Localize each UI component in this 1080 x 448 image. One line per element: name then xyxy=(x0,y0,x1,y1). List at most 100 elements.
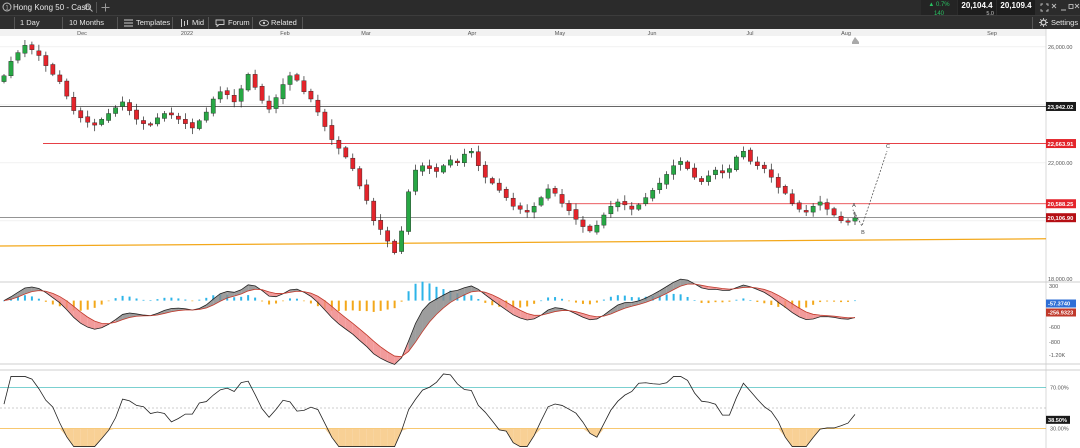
add-tab-icon[interactable] xyxy=(101,3,110,12)
candle-body xyxy=(176,115,181,120)
candle-body xyxy=(489,178,495,184)
candle-body xyxy=(78,110,84,119)
down-candle xyxy=(350,153,356,172)
candle-body xyxy=(810,206,816,213)
candle-body xyxy=(685,161,690,169)
macd-histogram-bar xyxy=(630,297,633,301)
candle-body xyxy=(671,165,677,175)
up-candle xyxy=(106,108,111,123)
down-candle xyxy=(503,186,509,201)
rsi-oversold-fill xyxy=(589,428,597,438)
macd-cloud-segment xyxy=(471,285,479,292)
support-resistance-lines[interactable] xyxy=(0,106,1047,247)
macd-signal-tag-bg xyxy=(1046,308,1076,317)
candle-body xyxy=(315,99,321,113)
macd-histogram-bar xyxy=(163,297,166,301)
up-candle xyxy=(706,170,711,186)
candle-body xyxy=(775,177,781,188)
rsi-oversold-fill xyxy=(352,428,360,447)
expand-icon[interactable] xyxy=(1040,3,1049,12)
arrows-icon[interactable] xyxy=(1051,3,1057,9)
mid-button[interactable]: Mid xyxy=(192,18,205,27)
rsi-oversold-fill xyxy=(345,428,353,447)
macd-histogram-bar xyxy=(574,300,577,303)
templates-button[interactable]: Templates xyxy=(136,18,171,27)
candle-body xyxy=(217,91,223,100)
range-button[interactable]: 10 Months xyxy=(69,18,105,27)
candle-body xyxy=(699,178,704,182)
macd-histogram-bar xyxy=(421,281,424,301)
macd-histogram-bar xyxy=(665,294,668,301)
candle-body xyxy=(594,224,600,233)
macd-histogram-bar xyxy=(72,300,75,311)
macd-cloud-segment xyxy=(813,314,821,320)
down-candle xyxy=(127,99,132,116)
candle-body xyxy=(134,109,139,120)
down-candle xyxy=(141,116,146,130)
sell-price-box[interactable]: 20,104.4 5.0 xyxy=(958,0,996,17)
down-candle xyxy=(29,41,35,55)
search-icon[interactable] xyxy=(84,3,93,12)
macd-axis-labels: 300 -57.3740 -256.9323 -600 -800 -1.20K xyxy=(1046,284,1076,359)
price-tick-label: 26,000.00 xyxy=(1048,45,1072,51)
rsi-oversold-fill xyxy=(94,428,102,447)
related-button[interactable]: Related xyxy=(271,18,297,27)
down-candle xyxy=(685,160,690,171)
candle-body xyxy=(162,113,167,119)
down-candle xyxy=(475,145,481,172)
divider xyxy=(252,17,253,29)
candle-body xyxy=(350,157,356,169)
macd-histogram-bar xyxy=(693,300,696,302)
candle-body xyxy=(329,125,335,140)
divider xyxy=(62,17,63,29)
macd-histogram-bar xyxy=(316,300,319,307)
candle-body xyxy=(113,107,118,114)
macd-cloud-segment xyxy=(548,307,556,314)
candlestick-series xyxy=(1,39,858,255)
candle-body xyxy=(587,225,593,232)
macd-cloud-segment xyxy=(764,289,772,297)
macd-histogram-bar xyxy=(568,300,571,302)
up-candle xyxy=(678,157,683,171)
candle-body xyxy=(503,188,509,198)
macd-cloud-segment xyxy=(10,292,18,300)
candle-body xyxy=(378,220,384,230)
interval-button[interactable]: 1 Day xyxy=(20,18,40,27)
rsi-oversold-fill xyxy=(527,428,535,447)
rsi-oversold-fill xyxy=(520,428,528,447)
candle-body xyxy=(678,161,683,165)
rsi-oversold-fill xyxy=(87,428,95,447)
macd-histogram-bar xyxy=(288,298,291,301)
macd-histogram-bar xyxy=(212,295,215,301)
macd-histogram-bar xyxy=(107,300,110,302)
down-candle xyxy=(692,163,697,180)
down-candle xyxy=(78,107,84,123)
maximize-icon[interactable] xyxy=(1068,4,1074,9)
rsi-tick-label: 70.00% xyxy=(1050,385,1069,391)
wave-projection[interactable]: A B C xyxy=(852,144,890,236)
change-box: ▲ 0.7% 140 xyxy=(921,0,957,17)
candle-body xyxy=(308,90,314,100)
forum-button[interactable]: Forum xyxy=(228,18,250,27)
rsi-tick-label: 30.00% xyxy=(1050,427,1069,433)
candle-body xyxy=(182,119,188,124)
up-candle xyxy=(538,195,544,207)
down-candle xyxy=(566,200,572,216)
candle-body xyxy=(99,119,105,125)
buy-price-box[interactable]: 20,109.4 xyxy=(997,0,1035,15)
settings-button[interactable]: Settings xyxy=(1051,18,1079,27)
close-icon[interactable] xyxy=(1074,3,1080,9)
macd-histogram-bar xyxy=(198,299,201,301)
down-candle xyxy=(559,189,565,208)
macd-histogram-bar xyxy=(100,300,103,305)
macd-cloud-segment xyxy=(436,295,444,315)
down-candle xyxy=(176,112,181,124)
down-candle xyxy=(71,91,77,115)
macd-histogram-bar xyxy=(798,300,801,309)
up-candle xyxy=(545,184,551,201)
macd-cloud-segment xyxy=(771,291,779,303)
chart-area[interactable]: Dec 2022 Feb Mar Apr May Jun Jul Aug Sep 26,000.0… xyxy=(0,29,1080,448)
info-icon[interactable]: 1 xyxy=(2,2,12,12)
up-candle xyxy=(287,71,293,91)
divider xyxy=(172,17,173,29)
